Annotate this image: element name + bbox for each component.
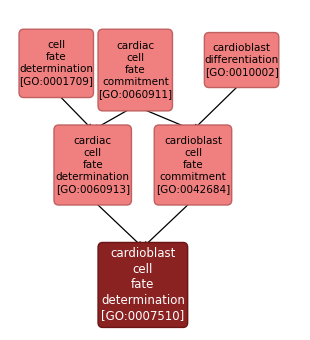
- FancyBboxPatch shape: [54, 125, 131, 205]
- Text: cardioblast
differentiation
[GO:0010002]: cardioblast differentiation [GO:0010002]: [205, 43, 279, 77]
- FancyBboxPatch shape: [19, 29, 94, 98]
- FancyBboxPatch shape: [98, 29, 172, 111]
- FancyBboxPatch shape: [98, 242, 188, 327]
- Text: cardiac
cell
fate
determination
[GO:0060913]: cardiac cell fate determination [GO:0060…: [56, 136, 130, 194]
- FancyBboxPatch shape: [154, 125, 232, 205]
- Text: cardiac
cell
fate
commitment
[GO:0060911]: cardiac cell fate commitment [GO:0060911…: [98, 41, 172, 99]
- FancyBboxPatch shape: [204, 33, 279, 87]
- Text: cell
fate
determination
[GO:0001709]: cell fate determination [GO:0001709]: [19, 40, 93, 86]
- Text: cardioblast
cell
fate
determination
[GO:0007510]: cardioblast cell fate determination [GO:…: [101, 248, 185, 322]
- Text: cardioblast
cell
fate
commitment
[GO:0042684]: cardioblast cell fate commitment [GO:004…: [156, 136, 230, 194]
